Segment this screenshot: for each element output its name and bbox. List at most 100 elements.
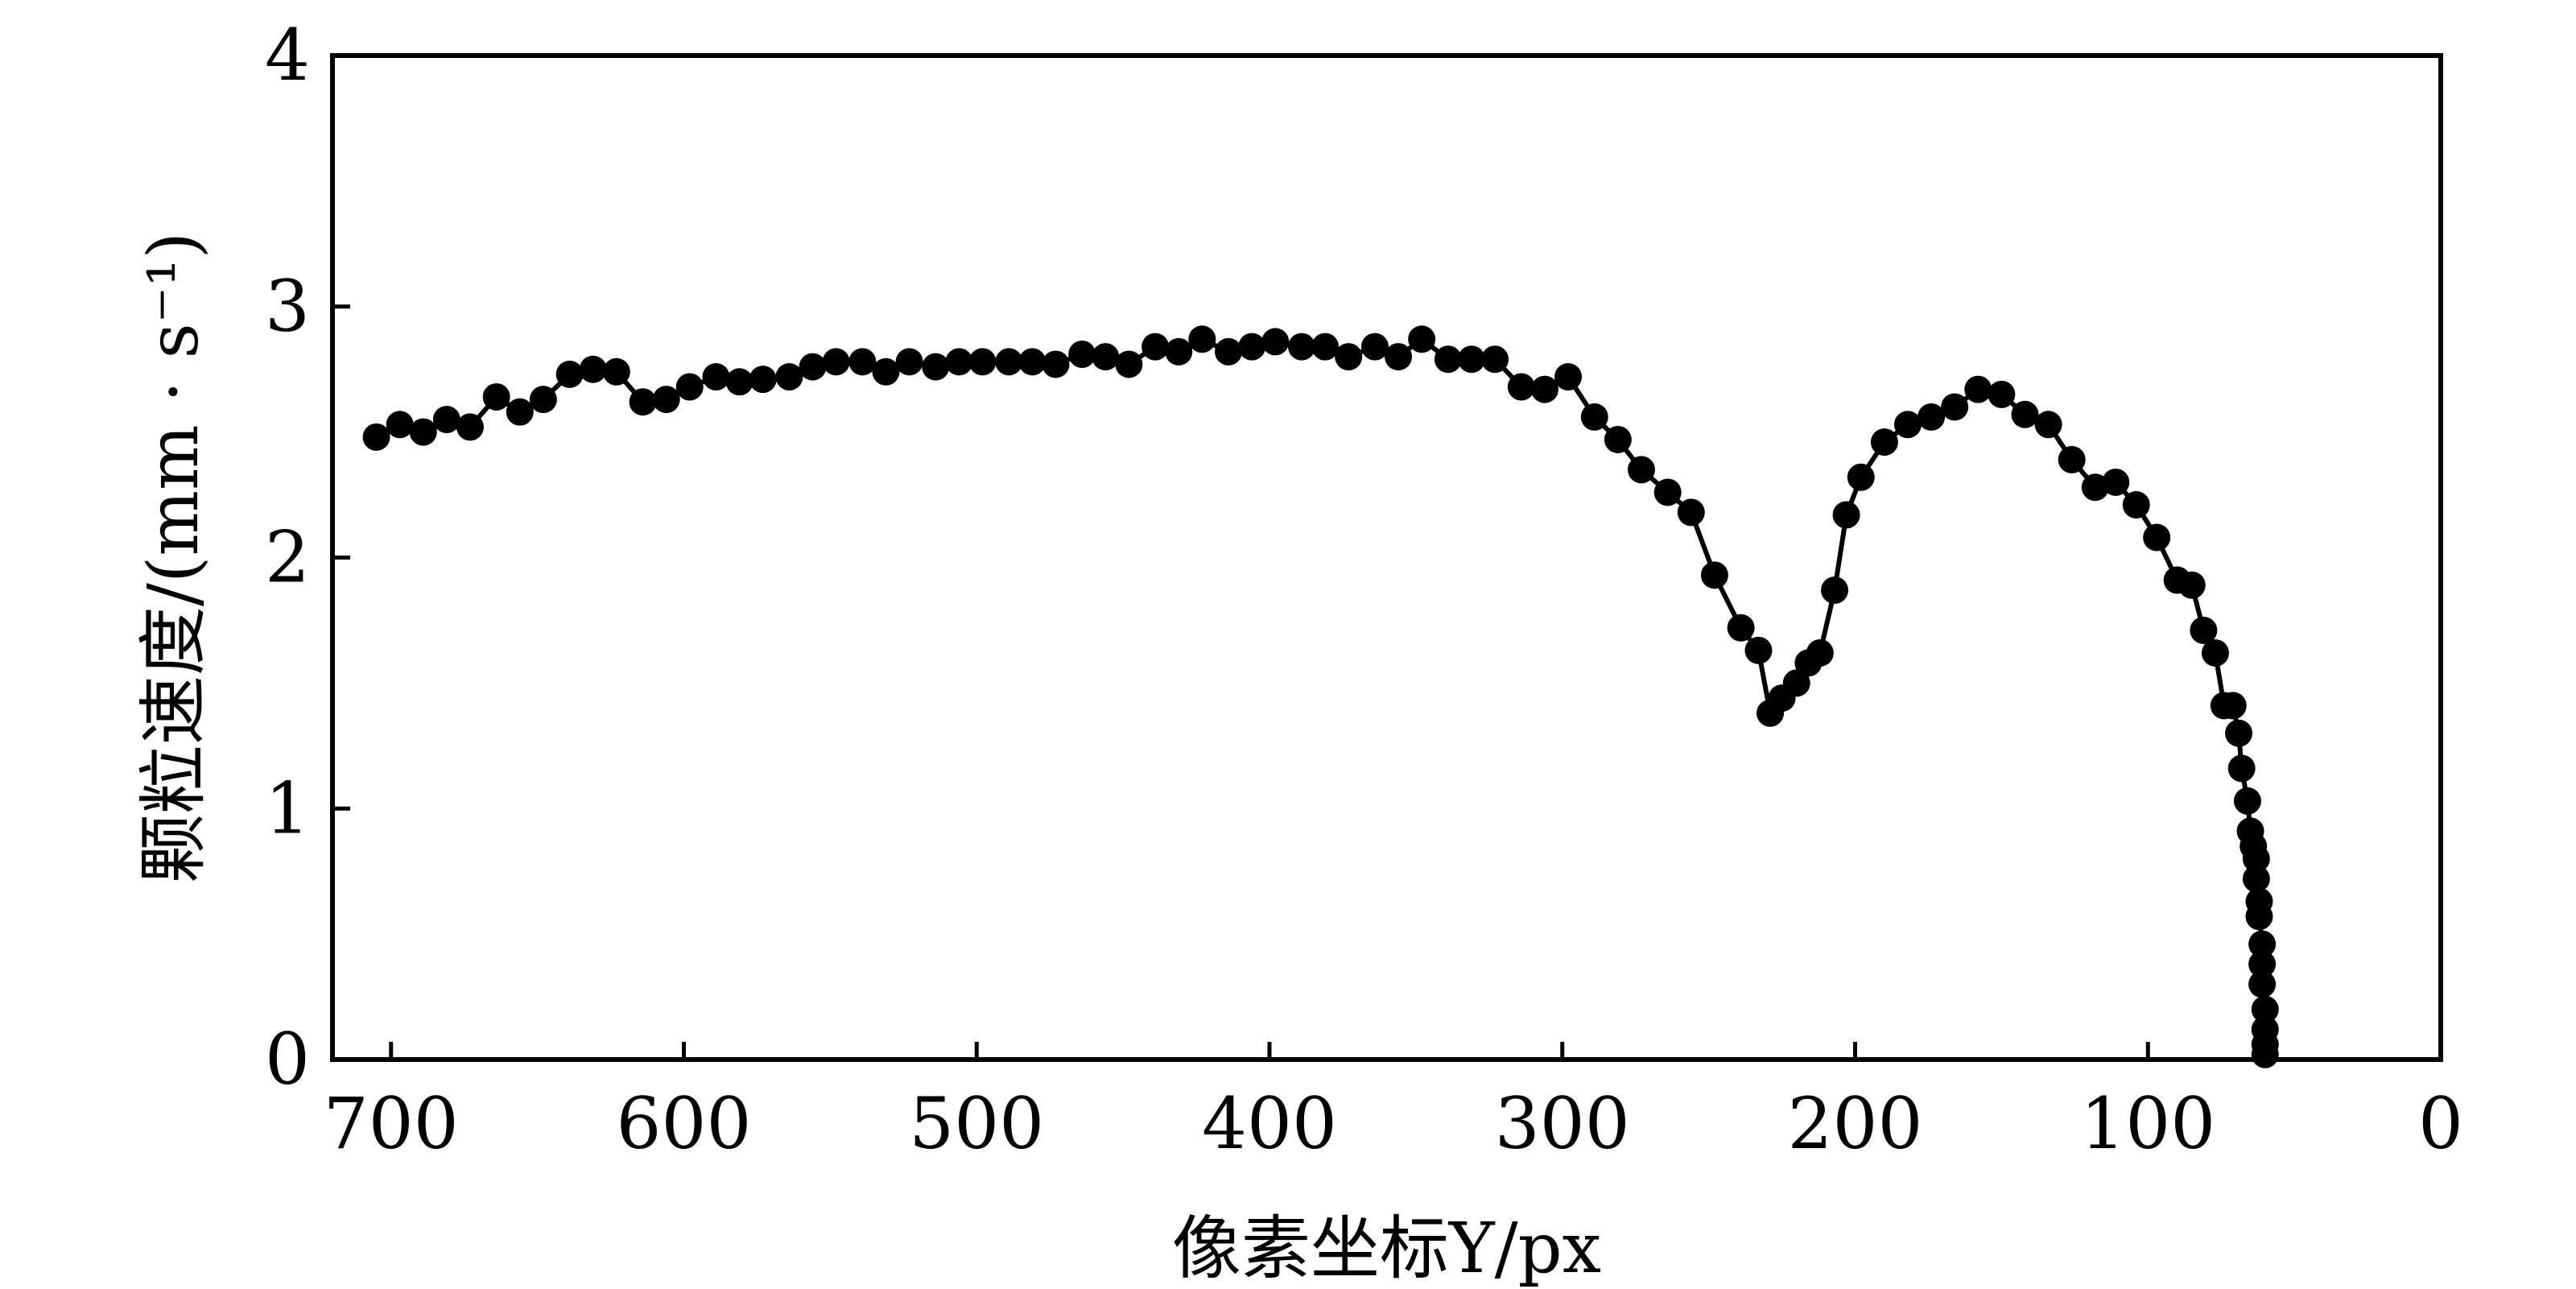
data-point <box>1018 348 1046 376</box>
data-point <box>386 411 414 439</box>
data-point <box>1238 333 1266 361</box>
data-point <box>362 423 390 451</box>
data-point <box>1744 636 1773 664</box>
data-point <box>1141 333 1170 361</box>
data-point <box>822 348 850 376</box>
data-point <box>2011 400 2039 428</box>
data-point <box>799 353 827 381</box>
data-point <box>749 366 777 394</box>
data-point <box>725 368 753 396</box>
data-point <box>2242 845 2270 873</box>
data-point <box>1042 350 1070 378</box>
data-point <box>2201 638 2229 667</box>
data-point <box>2242 865 2270 893</box>
data-point <box>702 363 730 391</box>
ticks-layer <box>332 53 2443 1062</box>
data-point <box>2102 468 2130 496</box>
data-point <box>1068 340 1096 368</box>
data-point <box>1457 345 1485 374</box>
x-tick-label: 200 <box>1788 1082 1923 1165</box>
data-point <box>2251 995 2279 1023</box>
data-point <box>2143 523 2171 552</box>
data-point <box>1941 393 1969 421</box>
data-point <box>1700 561 1728 589</box>
data-point <box>629 388 657 416</box>
x-tick-label: 700 <box>324 1082 459 1165</box>
data-point <box>1604 425 1632 453</box>
data-point <box>2219 692 2247 720</box>
data-point <box>1580 403 1608 431</box>
data-point <box>1893 411 1922 439</box>
data-point <box>895 348 923 376</box>
x-tick-label: 400 <box>1202 1082 1337 1165</box>
data-point <box>1821 576 1849 605</box>
data-point <box>1115 350 1143 378</box>
y-tick-label: 3 <box>265 265 310 348</box>
series-line <box>375 337 2268 1055</box>
data-point <box>2245 903 2273 931</box>
data-point <box>1311 333 1340 361</box>
data-point <box>2233 787 2261 815</box>
x-tick-label: 100 <box>2080 1082 2215 1165</box>
data-point <box>1408 325 1436 353</box>
data-point <box>968 348 997 376</box>
data-point <box>2225 719 2253 747</box>
data-point <box>1385 343 1413 371</box>
data-point <box>2178 571 2206 599</box>
y-tick-label: 0 <box>265 1018 310 1101</box>
data-point <box>1964 375 1992 403</box>
data-point <box>1507 373 1535 401</box>
x-tick-label: 600 <box>617 1082 752 1165</box>
data-point <box>2248 970 2277 998</box>
data-point <box>1847 463 1875 491</box>
data-point <box>1806 638 1834 667</box>
data-point <box>1215 337 1243 366</box>
data-point <box>1335 343 1363 371</box>
data-point <box>1653 478 1682 506</box>
data-point <box>2227 754 2256 783</box>
data-point <box>1870 428 1898 457</box>
data-point <box>432 406 460 434</box>
data-point <box>1261 328 1290 356</box>
x-tick-label: 300 <box>1495 1082 1630 1165</box>
data-point <box>1360 333 1389 361</box>
data-point <box>1727 614 1755 642</box>
x-tick-label: 0 <box>2418 1082 2463 1165</box>
data-point <box>848 348 877 376</box>
data-point <box>1092 343 1120 371</box>
data-point <box>1554 363 1583 391</box>
data-point <box>2081 473 2109 502</box>
data-point <box>872 357 900 386</box>
data-point <box>1165 337 1193 366</box>
y-axis-title: 颗粒速度/(mm · s⁻¹) <box>134 232 214 883</box>
data-point <box>482 382 510 411</box>
data-point <box>675 373 704 401</box>
data-point <box>529 386 557 414</box>
data-point <box>456 413 484 441</box>
y-tick-label: 2 <box>265 516 310 599</box>
data-point <box>1288 333 1316 361</box>
data-point <box>922 353 950 381</box>
data-point <box>555 360 584 388</box>
data-point <box>506 398 534 426</box>
data-point <box>1627 456 1655 484</box>
data-point <box>945 348 973 376</box>
data-point <box>2248 930 2277 958</box>
x-axis-title: 像素坐标Y/px <box>1172 1208 1601 1289</box>
data-point <box>1677 498 1705 527</box>
data-point <box>2248 950 2277 978</box>
data-point <box>579 355 607 383</box>
data-point <box>602 357 630 386</box>
x-tick-label: 500 <box>909 1082 1044 1165</box>
data-point <box>1188 325 1216 353</box>
data-point <box>2034 411 2062 439</box>
data-point <box>1481 345 1509 374</box>
line-layer <box>375 337 2268 1055</box>
data-point <box>2122 491 2150 519</box>
data-point <box>1782 669 1810 697</box>
y-tick-label: 4 <box>265 14 310 97</box>
data-point <box>995 348 1023 376</box>
data-point <box>1530 375 1558 403</box>
